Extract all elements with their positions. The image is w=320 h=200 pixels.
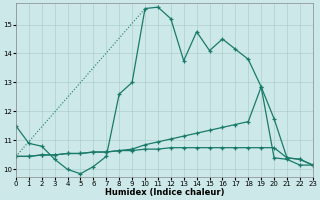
X-axis label: Humidex (Indice chaleur): Humidex (Indice chaleur) xyxy=(105,188,224,197)
